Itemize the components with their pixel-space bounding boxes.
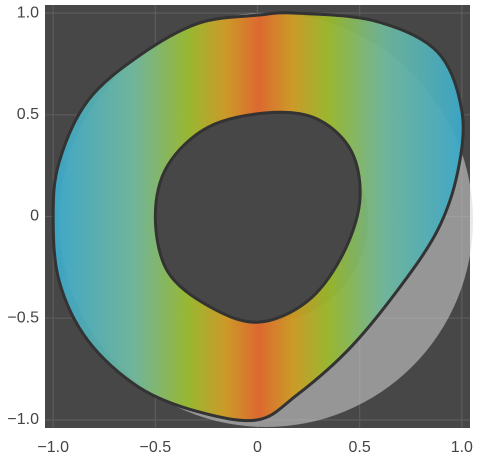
y-tick-label: 1.0 xyxy=(17,4,39,21)
x-tick-label: −0.5 xyxy=(140,439,172,456)
x-tick-label: 1.0 xyxy=(451,439,473,456)
x-tick-label: 0.5 xyxy=(349,439,371,456)
y-tick-label: 0.5 xyxy=(17,106,39,123)
y-tick-label: 0 xyxy=(30,208,39,225)
x-tick-label: −1.0 xyxy=(37,439,69,456)
y-tick-label: −1.0 xyxy=(7,411,39,428)
y-tick-label: −0.5 xyxy=(7,309,39,326)
x-tick-label: 0 xyxy=(253,439,262,456)
region-inner xyxy=(153,110,362,324)
